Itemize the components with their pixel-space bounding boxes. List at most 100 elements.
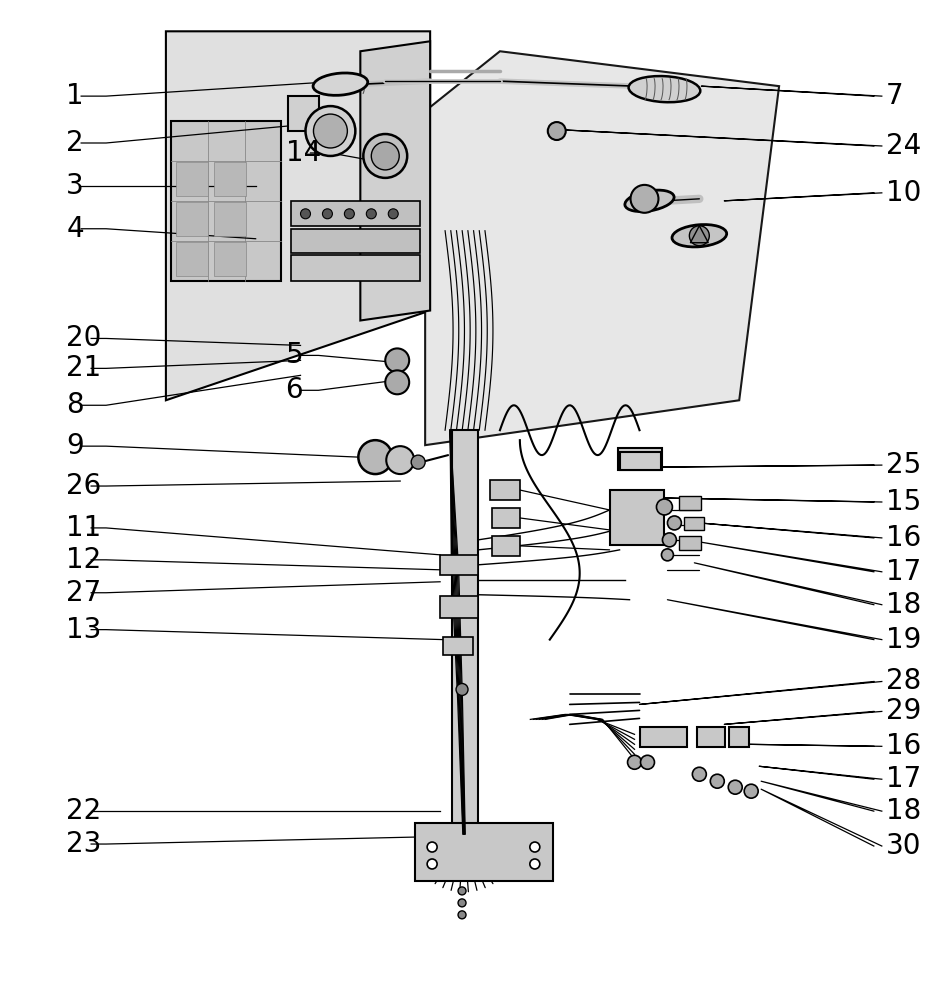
Circle shape bbox=[692, 767, 706, 781]
Circle shape bbox=[428, 842, 437, 852]
Circle shape bbox=[641, 755, 654, 769]
Circle shape bbox=[663, 533, 677, 547]
Bar bbox=[729, 727, 749, 747]
Text: 14: 14 bbox=[285, 139, 320, 167]
Text: 30: 30 bbox=[885, 832, 921, 860]
Text: 20: 20 bbox=[66, 324, 101, 352]
Text: 9: 9 bbox=[66, 432, 84, 460]
Bar bbox=[290, 201, 420, 226]
Circle shape bbox=[314, 114, 347, 148]
Circle shape bbox=[548, 122, 566, 140]
Text: 4: 4 bbox=[66, 215, 83, 243]
Circle shape bbox=[530, 859, 539, 869]
Circle shape bbox=[322, 209, 333, 219]
Circle shape bbox=[389, 209, 398, 219]
Bar bbox=[640, 727, 687, 747]
Circle shape bbox=[385, 370, 410, 394]
Bar bbox=[492, 536, 520, 556]
Text: 13: 13 bbox=[66, 616, 101, 644]
Text: 29: 29 bbox=[885, 697, 921, 725]
Text: 18: 18 bbox=[885, 591, 921, 619]
Text: 25: 25 bbox=[885, 451, 921, 479]
Text: 17: 17 bbox=[885, 765, 921, 793]
Ellipse shape bbox=[313, 73, 368, 95]
Circle shape bbox=[428, 859, 437, 869]
Circle shape bbox=[366, 209, 376, 219]
Bar bbox=[176, 202, 208, 236]
Circle shape bbox=[662, 549, 673, 561]
Bar bbox=[213, 162, 246, 196]
Circle shape bbox=[344, 209, 355, 219]
Text: 21: 21 bbox=[66, 354, 101, 382]
Circle shape bbox=[744, 784, 758, 798]
Bar bbox=[443, 637, 473, 655]
Polygon shape bbox=[360, 41, 430, 320]
Polygon shape bbox=[425, 51, 779, 445]
Ellipse shape bbox=[672, 225, 727, 247]
Text: 26: 26 bbox=[66, 472, 101, 500]
Circle shape bbox=[305, 106, 356, 156]
Text: 5: 5 bbox=[285, 341, 303, 369]
Bar bbox=[213, 242, 246, 276]
Circle shape bbox=[363, 134, 408, 178]
Text: 27: 27 bbox=[66, 579, 101, 607]
Bar bbox=[290, 255, 420, 281]
Text: 17: 17 bbox=[885, 558, 921, 586]
Circle shape bbox=[458, 887, 466, 895]
Circle shape bbox=[458, 899, 466, 907]
Bar bbox=[698, 727, 725, 747]
Bar bbox=[213, 202, 246, 236]
Bar bbox=[620, 452, 662, 470]
Bar bbox=[440, 596, 478, 618]
Circle shape bbox=[386, 446, 414, 474]
Bar bbox=[176, 242, 208, 276]
Bar bbox=[452, 430, 478, 854]
Bar bbox=[617, 448, 663, 470]
Bar bbox=[440, 555, 478, 575]
Circle shape bbox=[411, 455, 425, 469]
Text: 11: 11 bbox=[66, 514, 101, 542]
Circle shape bbox=[456, 683, 468, 695]
Circle shape bbox=[458, 911, 466, 919]
Circle shape bbox=[630, 185, 659, 213]
Circle shape bbox=[656, 499, 672, 515]
Text: 15: 15 bbox=[885, 488, 921, 516]
Text: 6: 6 bbox=[285, 376, 303, 404]
Polygon shape bbox=[171, 121, 281, 281]
Circle shape bbox=[301, 209, 311, 219]
Bar bbox=[680, 496, 702, 510]
Polygon shape bbox=[166, 31, 430, 400]
Circle shape bbox=[689, 226, 709, 246]
Text: 19: 19 bbox=[885, 626, 921, 654]
Circle shape bbox=[628, 755, 642, 769]
Circle shape bbox=[728, 780, 742, 794]
Text: 10: 10 bbox=[885, 179, 921, 207]
Text: 28: 28 bbox=[885, 667, 921, 695]
Circle shape bbox=[667, 516, 682, 530]
Ellipse shape bbox=[625, 190, 674, 212]
Text: 24: 24 bbox=[885, 132, 921, 160]
Bar bbox=[290, 229, 420, 253]
Text: 22: 22 bbox=[66, 797, 101, 825]
Text: 16: 16 bbox=[885, 524, 921, 552]
Text: 1: 1 bbox=[66, 82, 83, 110]
Circle shape bbox=[372, 142, 399, 170]
Circle shape bbox=[385, 348, 410, 372]
Text: 12: 12 bbox=[66, 546, 101, 574]
Text: 16: 16 bbox=[885, 732, 921, 760]
Circle shape bbox=[710, 774, 724, 788]
Bar bbox=[490, 480, 520, 500]
Circle shape bbox=[530, 842, 539, 852]
Text: 8: 8 bbox=[66, 391, 83, 419]
Bar bbox=[684, 517, 704, 530]
Text: 2: 2 bbox=[66, 129, 83, 157]
Bar bbox=[680, 536, 702, 550]
Text: 3: 3 bbox=[66, 172, 84, 200]
Bar bbox=[287, 96, 319, 131]
Bar bbox=[176, 162, 208, 196]
Circle shape bbox=[358, 440, 392, 474]
Bar bbox=[492, 508, 520, 528]
Bar bbox=[610, 490, 665, 545]
Text: 7: 7 bbox=[885, 82, 903, 110]
Text: 23: 23 bbox=[66, 830, 101, 858]
